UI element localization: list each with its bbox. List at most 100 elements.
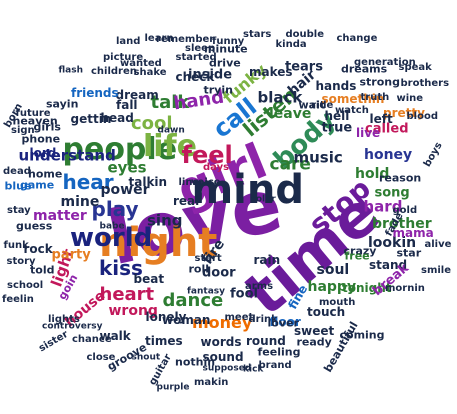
word-fool: fool: [230, 286, 258, 302]
word-left: left: [369, 112, 393, 126]
word-star: star: [396, 246, 422, 260]
word-change: change: [336, 33, 378, 44]
word-party: party: [51, 247, 91, 263]
word-walk: walk: [99, 329, 131, 343]
word-line: line: [178, 177, 200, 188]
word-people: people: [62, 132, 178, 167]
word-cool: cool: [131, 113, 173, 134]
word-song: song: [374, 185, 410, 201]
word-guess: guess: [16, 219, 53, 233]
word-flash: flash: [58, 65, 84, 76]
word-drive: drive: [209, 56, 241, 70]
word-live: live: [356, 126, 381, 140]
word-coming: coming: [339, 328, 385, 342]
word-hell: hell: [324, 109, 350, 123]
word-ride: ride: [311, 100, 334, 111]
word-tonight: tonight: [342, 281, 392, 295]
word-voice: voice: [191, 177, 221, 188]
word-home: home: [28, 167, 63, 181]
word-story: story: [6, 256, 36, 267]
word-alive: alive: [424, 239, 452, 250]
word-door: door: [202, 265, 236, 281]
word-stay: stay: [7, 205, 31, 216]
word-sound: sound: [202, 350, 244, 364]
word-learn: learn: [144, 33, 174, 44]
word-makes: makes: [249, 65, 293, 79]
word-drink: drink: [248, 314, 278, 325]
word-hold: hold: [355, 166, 390, 182]
word-chance: chance: [72, 334, 112, 345]
word-arms: arms: [245, 281, 274, 292]
word-mornin: mornin: [385, 283, 425, 294]
word-mind: mind: [191, 167, 305, 213]
word-rain: rain: [253, 253, 281, 267]
word-play: play: [91, 197, 139, 221]
word-hard: hard: [363, 197, 403, 216]
word-school: school: [7, 280, 44, 291]
word-phone: phone: [21, 132, 61, 146]
word-talk: talk: [150, 92, 190, 113]
word-strong: strong: [359, 75, 401, 89]
word-ready: ready: [296, 335, 332, 349]
word-touch: touch: [307, 305, 346, 319]
word-feeling: feeling: [257, 345, 301, 359]
word-dream: dream: [115, 88, 159, 102]
word-start: start: [194, 253, 222, 264]
word-reason: reason: [379, 171, 422, 185]
word-feel: feel: [181, 141, 233, 169]
word-brother: brother: [372, 216, 432, 232]
word-lover: lover: [267, 316, 299, 330]
word-leave: leave: [269, 106, 312, 122]
word-sign: sign: [11, 125, 35, 136]
word-understand: understand: [18, 146, 116, 165]
word-sayin: sayin: [46, 97, 79, 111]
word-shout: shout: [131, 352, 161, 363]
word-check: check: [175, 70, 215, 84]
word-floor: floor: [269, 315, 301, 329]
word-matter: matter: [33, 208, 87, 224]
word-mouth: mouth: [319, 297, 356, 308]
word-head: head: [100, 111, 134, 125]
word-shake: shake: [133, 67, 167, 78]
word-beat: beat: [133, 272, 165, 286]
word-dawn: dawn: [157, 125, 185, 136]
word-real: real: [173, 194, 200, 208]
word-future: future: [15, 108, 51, 119]
word-truth: truth: [360, 92, 390, 103]
word-mama: mama: [392, 226, 434, 240]
word-dance: dance: [162, 290, 224, 311]
word-told: told: [30, 263, 55, 277]
word-gettin: gettin: [70, 112, 112, 126]
word-blood: blood: [406, 111, 438, 122]
word-friends: friends: [71, 86, 119, 100]
word-makin: makin: [194, 377, 229, 388]
word-times: times: [145, 334, 183, 348]
word-sing: sing: [147, 211, 183, 230]
word-started: started: [175, 52, 217, 63]
word-children: children: [91, 66, 137, 77]
word-called: called: [365, 121, 409, 137]
word-land: land: [116, 36, 141, 47]
word-brothers: brothers: [400, 78, 450, 89]
word-dreams: dreams: [341, 62, 388, 76]
word-heaven: heaven: [12, 114, 58, 128]
word-fall: fall: [116, 98, 138, 112]
word-black: black: [257, 88, 303, 107]
word-watch: watch: [335, 105, 369, 116]
word-picture: picture: [103, 52, 144, 63]
word-rock: rock: [23, 242, 53, 256]
word-heart: heart: [99, 284, 155, 305]
word-kick: kick: [243, 364, 264, 375]
word-money: money: [192, 313, 253, 332]
word-girls: girls: [33, 120, 61, 134]
word-blue: blue: [4, 179, 32, 193]
word-boys: boys: [421, 140, 445, 169]
word-free: free: [344, 249, 370, 263]
word-speak: speak: [398, 62, 432, 73]
word-life: life: [143, 129, 197, 164]
word-world: world: [70, 223, 153, 253]
word-wine: wine: [396, 93, 424, 104]
word-lookin: lookin: [368, 235, 417, 251]
word-tears: tears: [285, 59, 323, 75]
